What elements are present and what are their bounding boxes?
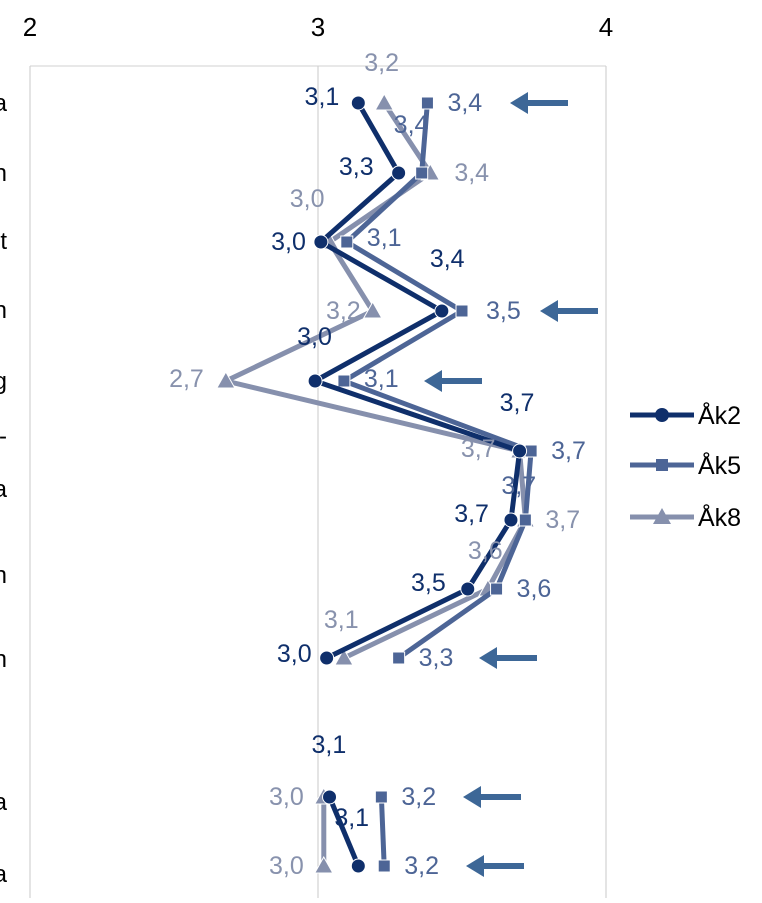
legend-label: Åk2 xyxy=(698,400,741,430)
legend-marker xyxy=(655,408,669,422)
category-label-fragments: a n t n g - a n n a a xyxy=(0,90,8,888)
data-label: 3,7 xyxy=(551,437,586,465)
legend-marker xyxy=(656,459,668,471)
x-tick-label: 3 xyxy=(311,12,325,42)
data-labels: 3,13,33,03,43,03,73,73,53,03,13,13,43,43… xyxy=(169,49,586,880)
data-point xyxy=(340,235,354,249)
data-point xyxy=(377,859,391,873)
series-line-Åk5 xyxy=(378,796,387,867)
data-label: 3,6 xyxy=(517,575,552,603)
data-label: 3,7 xyxy=(454,500,489,528)
data-label: 3,0 xyxy=(297,323,332,351)
data-label: 3,2 xyxy=(401,783,436,811)
x-axis-ticks: 2 3 4 xyxy=(23,12,613,42)
data-point xyxy=(313,234,329,250)
data-label: 3,1 xyxy=(305,83,340,111)
data-label: 3,4 xyxy=(447,89,482,117)
data-label: 3,7 xyxy=(500,389,535,417)
data-point xyxy=(322,789,338,805)
category-label-fragment: a xyxy=(0,789,8,816)
category-label-fragment: n xyxy=(0,562,7,589)
category-label-fragment: a xyxy=(0,90,8,117)
data-point xyxy=(374,92,395,111)
legend-label: Åk8 xyxy=(698,502,741,532)
data-label: 3,0 xyxy=(269,783,304,811)
data-point xyxy=(350,95,366,111)
data-label: 3,5 xyxy=(486,297,521,325)
legend-marker xyxy=(653,508,671,524)
data-label: 3,3 xyxy=(419,644,454,672)
data-point xyxy=(307,373,323,389)
gridlines xyxy=(29,65,607,898)
data-point xyxy=(518,513,532,527)
arrow-annotations xyxy=(424,92,598,877)
x-tick-label: 2 xyxy=(23,12,37,42)
arrow-icon xyxy=(479,647,497,669)
category-label-fragment: g xyxy=(0,368,7,395)
data-point xyxy=(392,651,406,665)
data-point xyxy=(415,166,429,180)
data-point xyxy=(460,581,476,597)
data-point xyxy=(374,790,388,804)
x-tick-label: 4 xyxy=(599,12,613,42)
data-point xyxy=(512,443,528,459)
data-label: 3,7 xyxy=(545,506,580,534)
data-label: 3,7 xyxy=(461,435,496,463)
arrow-icon xyxy=(510,92,528,114)
data-label: 3,0 xyxy=(271,228,306,256)
data-label: 3,0 xyxy=(269,852,304,880)
data-label: 3,2 xyxy=(364,49,399,77)
series-layer xyxy=(215,92,538,874)
data-point xyxy=(420,96,434,110)
data-label: 3,0 xyxy=(277,640,312,668)
data-point xyxy=(503,512,519,528)
data-label: 3,4 xyxy=(394,111,429,139)
data-label: 3,1 xyxy=(324,606,359,634)
data-label: 3,1 xyxy=(312,731,347,759)
data-point xyxy=(337,374,351,388)
category-label-fragment: a xyxy=(0,476,8,503)
arrow-icon xyxy=(540,300,558,322)
data-point xyxy=(215,370,236,389)
data-label: 3,4 xyxy=(430,245,465,273)
data-label: 3,4 xyxy=(454,159,489,187)
legend: Åk2 Åk5 Åk8 xyxy=(630,400,741,532)
data-label: 3,5 xyxy=(411,569,446,597)
arrow-icon xyxy=(463,786,481,808)
data-point xyxy=(313,855,334,874)
category-label-fragment: t xyxy=(0,228,7,255)
series-line-Åk2 xyxy=(327,796,361,867)
data-label: 3,2 xyxy=(326,297,361,325)
data-label: 3,3 xyxy=(339,153,374,181)
data-label: 2,7 xyxy=(169,365,204,393)
data-point xyxy=(455,304,469,318)
arrow-icon xyxy=(466,855,484,877)
data-label: 3,1 xyxy=(334,804,369,832)
data-point xyxy=(434,303,450,319)
category-label-fragment: n xyxy=(0,160,7,187)
data-point xyxy=(319,650,335,666)
data-label: 3,1 xyxy=(364,365,399,393)
data-label: 3,6 xyxy=(468,537,503,565)
category-label-fragment: a xyxy=(0,861,8,888)
data-label: 3,7 xyxy=(501,472,536,500)
category-label-fragment: n xyxy=(0,646,7,673)
data-point xyxy=(334,647,354,666)
arrow-icon xyxy=(424,370,442,392)
category-label-fragment: n xyxy=(0,297,7,324)
data-label: 3,1 xyxy=(367,224,402,252)
data-label: 3,2 xyxy=(404,852,439,880)
data-point xyxy=(490,582,504,596)
category-label-fragment: - xyxy=(0,423,7,450)
data-point xyxy=(391,165,407,181)
data-label: 3,0 xyxy=(290,185,325,213)
legend-label: Åk5 xyxy=(698,450,741,480)
data-point xyxy=(362,300,383,319)
data-point xyxy=(350,858,366,874)
